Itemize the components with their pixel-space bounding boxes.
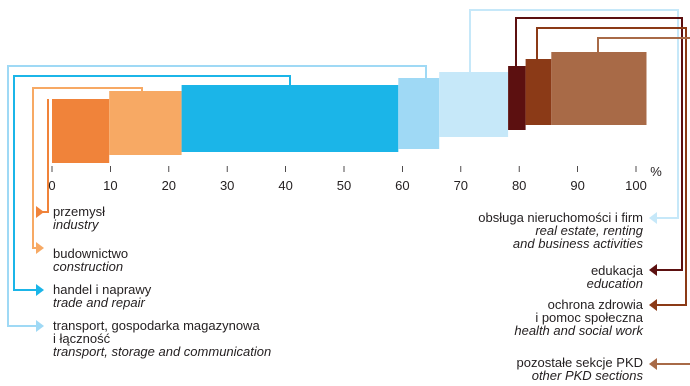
connector-right-3	[536, 27, 687, 306]
legend-left-label: transport, gospodarka magazynowa	[53, 318, 260, 333]
arrow-marker	[36, 242, 44, 254]
bar-segment-8	[551, 52, 647, 125]
arrow-marker	[649, 358, 657, 370]
legend-right-label: i pomoc społeczna	[535, 310, 643, 325]
legend-right-label: ochrona zdrowia	[548, 297, 644, 312]
legend-right-label-en: real estate, renting	[535, 223, 643, 238]
tick-label: 80	[512, 178, 526, 193]
legend-right-label-en: and business activities	[513, 236, 644, 251]
tick-label: 30	[220, 178, 234, 193]
tick-label: 10	[103, 178, 117, 193]
arrow-marker	[36, 320, 44, 332]
legend-right-label: pozostałe sekcje PKD	[517, 355, 643, 370]
tick-label: 20	[162, 178, 176, 193]
connector-left-3	[13, 75, 291, 291]
legend-left-label: przemysł	[53, 204, 105, 219]
bar-segment-3	[181, 85, 399, 152]
legend-left-label-en: industry	[53, 217, 100, 232]
tick-label: 50	[337, 178, 351, 193]
connector-left-4	[7, 65, 427, 327]
legend-left-label-en: transport, storage and communication	[53, 344, 271, 359]
bar-segment-4	[398, 78, 440, 149]
connector-lines	[7, 9, 690, 370]
legend-right-label-en: education	[587, 276, 643, 291]
bar-segment-7	[525, 59, 552, 125]
legend-right-label-en: other PKD sections	[532, 368, 644, 383]
legend-left-label: i łączność	[53, 331, 111, 346]
bar-segment-2	[109, 91, 182, 155]
arrow-marker	[36, 206, 44, 218]
tick-label: 100	[625, 178, 647, 193]
bar-segments	[52, 52, 647, 163]
arrow-marker	[649, 264, 657, 276]
axis-unit-label: %	[650, 164, 662, 179]
connector-right-2	[515, 17, 683, 271]
arrow-marker	[649, 212, 657, 224]
bar-segment-1	[52, 99, 110, 163]
legend-left-label-en: construction	[53, 259, 123, 274]
connector-left-2	[32, 87, 143, 249]
bar-segment-5	[439, 72, 509, 137]
x-axis: 0 10 20 30 40 50 60 70 80 90 100%	[48, 164, 662, 193]
tick-label: 70	[454, 178, 468, 193]
bar-segment-6	[508, 66, 526, 130]
tick-label: 60	[395, 178, 409, 193]
legend-left-label: budownictwo	[53, 246, 128, 261]
connector-right-1	[469, 9, 679, 219]
legend-right-label: edukacja	[591, 263, 644, 278]
legend-right-label-en: health and social work	[514, 323, 644, 338]
connector-right-4	[597, 37, 690, 52]
legend-left-label: handel i naprawy	[53, 282, 152, 297]
legend-right-label: obsługa nieruchomości i firm	[478, 210, 643, 225]
arrow-marker	[36, 284, 44, 296]
connector-left-1	[36, 99, 49, 213]
tick-label: 90	[570, 178, 584, 193]
tick-label: 0	[48, 178, 55, 193]
tick-label: 40	[278, 178, 292, 193]
arrow-marker	[649, 299, 657, 311]
legend-left-label-en: trade and repair	[53, 295, 145, 310]
